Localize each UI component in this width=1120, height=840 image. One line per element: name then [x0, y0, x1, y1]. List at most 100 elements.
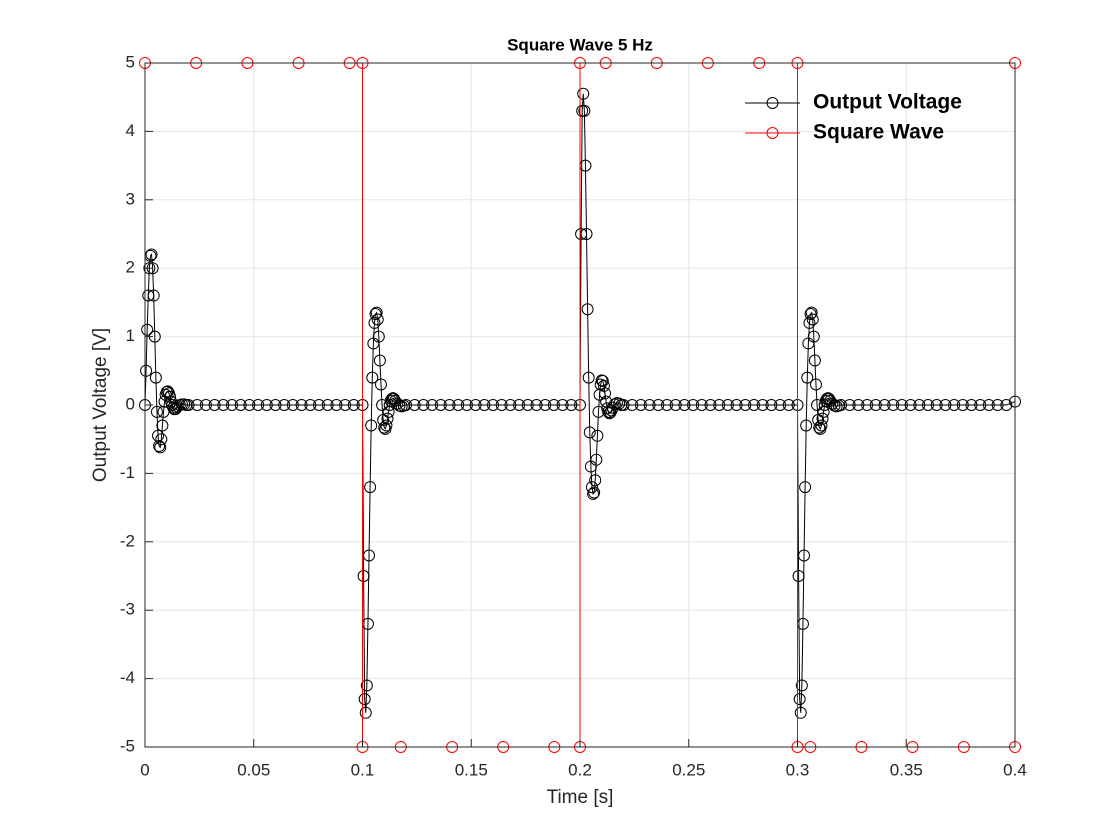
data-point	[799, 481, 812, 494]
data-point	[608, 398, 621, 411]
data-point	[652, 399, 665, 411]
y-tick-label: 1	[126, 326, 135, 345]
data-point	[373, 354, 386, 367]
data-point	[704, 399, 717, 411]
data-point	[887, 399, 900, 411]
data-point	[869, 399, 882, 411]
legend-label: Square Wave	[813, 121, 944, 144]
data-point	[199, 399, 212, 411]
data-point	[596, 375, 609, 388]
data-point	[730, 399, 743, 411]
data-point	[226, 399, 238, 411]
y-tick-label: 5	[126, 52, 135, 71]
data-point	[313, 399, 325, 411]
legend-marker	[766, 97, 779, 109]
data-point	[191, 399, 204, 411]
data-point	[597, 379, 610, 392]
y-tick-label: 0	[126, 394, 135, 413]
data-point	[575, 228, 588, 240]
x-tick-label: 0.2	[568, 760, 592, 779]
x-tick-label: 0.05	[237, 760, 270, 779]
data-point	[164, 390, 177, 403]
data-point	[358, 693, 371, 706]
data-point	[217, 399, 230, 411]
data-point	[460, 399, 473, 411]
data-point	[269, 399, 282, 411]
y-tick-label: 3	[126, 189, 135, 208]
x-tick-label: 0.15	[455, 760, 488, 779]
data-point	[304, 399, 317, 411]
data-point	[793, 693, 806, 706]
data-point	[801, 371, 814, 384]
data-point	[965, 399, 978, 411]
data-point	[154, 441, 167, 454]
data-point	[278, 399, 291, 411]
data-point	[370, 306, 383, 319]
data-point	[521, 399, 534, 411]
data-point	[589, 474, 602, 487]
data-point	[805, 306, 818, 319]
data-point	[815, 419, 828, 432]
data-point	[426, 399, 439, 411]
data-point	[478, 399, 491, 411]
y-axis-label: Output Voltage [V]	[90, 328, 111, 482]
data-point	[798, 549, 811, 562]
data-point	[366, 371, 379, 384]
x-tick-label: 0.1	[351, 760, 375, 779]
data-point	[372, 330, 385, 343]
data-point	[678, 399, 691, 411]
label-layer: 0 0.05 0.1 0.15 0.2 0.25 0.3 0.35 0.4 -5 -4 -3 -2 -1 0…	[120, 52, 1027, 779]
data-point	[513, 399, 526, 411]
data-point	[669, 399, 682, 411]
data-point	[539, 399, 552, 411]
chart-title: Square Wave 5 Hz	[507, 35, 653, 54]
data-point	[606, 401, 619, 414]
data-point	[913, 399, 926, 411]
data-point	[852, 399, 865, 411]
y-tick-label: -1	[120, 463, 135, 482]
data-point	[363, 549, 376, 562]
data-point	[878, 399, 891, 411]
data-point	[360, 679, 373, 692]
data-point	[582, 371, 595, 384]
data-point	[626, 399, 639, 411]
data-point	[487, 399, 499, 411]
data-point	[816, 412, 829, 425]
data-point	[150, 405, 163, 418]
x-tick-label: 0	[140, 760, 149, 779]
data-point	[695, 399, 708, 411]
data-point	[556, 399, 569, 411]
data-point	[948, 399, 961, 411]
data-point	[143, 262, 156, 275]
y-tick-label: -3	[120, 600, 135, 619]
data-point	[581, 303, 594, 316]
data-point	[530, 399, 543, 411]
data-point	[956, 399, 969, 411]
data-point	[495, 399, 508, 411]
data-point	[243, 399, 256, 411]
data-point	[982, 399, 995, 411]
y-tick-label: 2	[126, 258, 135, 277]
data-point	[587, 487, 600, 500]
data-point	[792, 570, 805, 582]
data-point	[140, 364, 153, 377]
data-point	[156, 419, 169, 432]
data-point	[417, 399, 430, 411]
data-point	[149, 371, 162, 384]
data-point	[153, 440, 166, 453]
data-point	[904, 399, 917, 411]
data-point	[434, 399, 447, 411]
data-point	[813, 421, 826, 434]
data-point	[469, 399, 482, 411]
y-tick-label: 4	[126, 121, 135, 140]
data-point	[748, 399, 760, 411]
data-point	[347, 399, 360, 411]
data-point	[991, 399, 1004, 411]
data-point	[147, 289, 160, 302]
data-point	[922, 399, 934, 411]
data-point	[765, 399, 778, 411]
data-point	[713, 399, 726, 411]
x-axis-label: Time [s]	[547, 787, 614, 808]
